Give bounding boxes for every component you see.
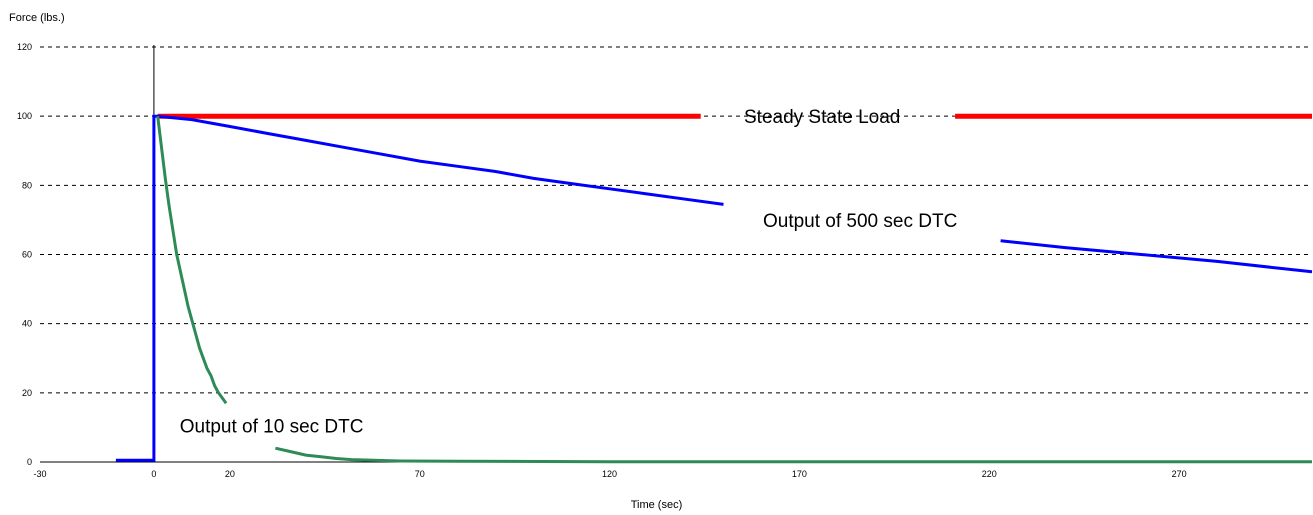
y-tick-label: 120 [17,42,32,52]
y-tick-label: 40 [22,319,32,329]
y-tick-label: 20 [22,388,32,398]
x-tick-label: 270 [1172,469,1187,479]
x-axis-label: Time (sec) [630,499,683,511]
x-tick-label: 20 [225,469,235,479]
y-tick-label: 80 [22,180,32,190]
series-line-1-segment-0 [115,114,724,462]
annotation-label-0: Steady State Load [744,107,900,128]
series-line-1-segment-1 [1000,239,1313,274]
x-tick-label: -30 [33,469,46,479]
x-tick-label: 70 [415,469,425,479]
y-axis-label: Force (lbs.) [9,12,65,24]
y-tick-label: 100 [17,111,32,121]
x-tick-label: 120 [602,469,617,479]
y-tick-label: 0 [27,457,32,467]
x-tick-label: 170 [792,469,807,479]
series-line-2-segment-1 [275,446,1312,464]
annotation-label-1: Output of 500 sec DTC [763,211,957,232]
x-tick-label: 0 [151,469,156,479]
x-tick-label: 220 [982,469,997,479]
y-tick-label: 60 [22,250,32,260]
series-line-2-segment-0 [156,116,228,405]
annotation-label-2: Output of 10 sec DTC [180,417,364,438]
